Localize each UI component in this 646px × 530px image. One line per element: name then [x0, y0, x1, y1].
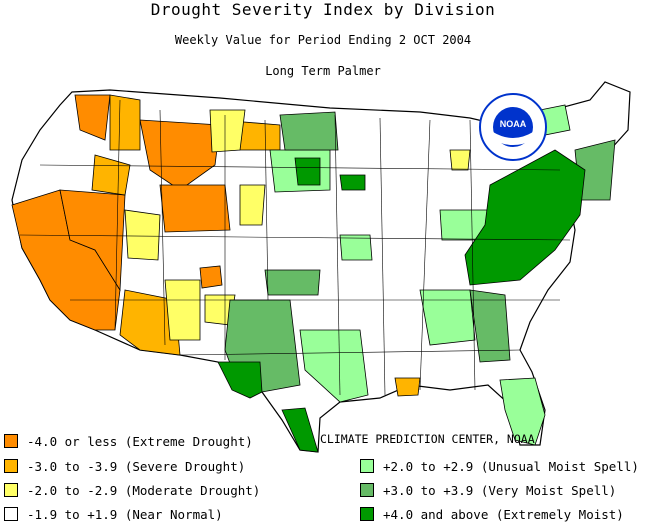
map-title: Drought Severity Index by Division: [150, 0, 496, 19]
state-boundaries: [19, 99, 571, 396]
legend-swatch: [4, 483, 18, 497]
noaa-logo: NOAA: [479, 93, 547, 161]
legend-item: -4.0 or less (Extreme Drought): [4, 432, 253, 450]
legend-item: +2.0 to +2.9 (Unusual Moist Spell): [360, 457, 639, 475]
extreme-drought-regions: [11, 94, 231, 331]
noaa-logo-text: NOAA: [500, 119, 527, 129]
legend-label: +2.0 to +2.9 (Unusual Moist Spell): [383, 458, 639, 474]
legend-item: -1.9 to +1.9 (Near Normal): [4, 505, 223, 523]
legend-label: -1.9 to +1.9 (Near Normal): [27, 506, 223, 522]
legend-swatch: [360, 459, 374, 473]
map-subtitle: Weekly Value for Period Ending 2 OCT 200…: [174, 33, 472, 47]
legend-item: -3.0 to -3.9 (Severe Drought): [4, 457, 245, 475]
extremely-moist-regions: [217, 149, 586, 453]
legend-label: -3.0 to -3.9 (Severe Drought): [27, 458, 246, 474]
legend-swatch: [4, 507, 18, 521]
legend-label: -2.0 to -2.9 (Moderate Drought): [27, 482, 261, 498]
legend-label: -4.0 or less (Extreme Drought): [27, 433, 253, 449]
legend-swatch: [360, 483, 374, 497]
legend-item: -2.0 to -2.9 (Moderate Drought): [4, 481, 260, 499]
legend-item: +4.0 and above (Extremely Moist): [360, 505, 624, 523]
legend-label: +4.0 and above (Extremely Moist): [383, 506, 624, 522]
moderate-drought-regions: [124, 109, 471, 341]
legend-label: +3.0 to +3.9 (Very Moist Spell): [383, 482, 617, 498]
legend-swatch: [4, 459, 18, 473]
credit-label: CLIMATE PREDICTION CENTER, NOAA: [320, 432, 535, 446]
legend-swatch: [4, 434, 18, 448]
index-name: Long Term Palmer: [265, 64, 381, 78]
us-climate-division-map: [11, 81, 631, 453]
legend-swatch: [360, 507, 374, 521]
legend-item: +3.0 to +3.9 (Very Moist Spell): [360, 481, 616, 499]
